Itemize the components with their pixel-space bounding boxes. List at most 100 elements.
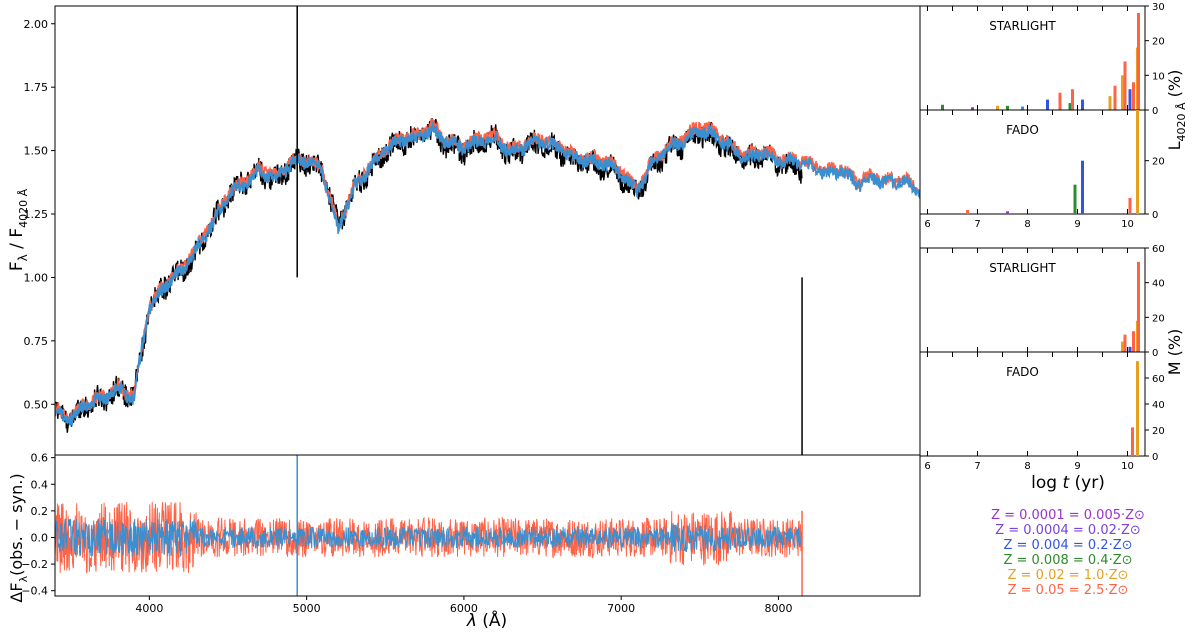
residual-ylabel: ΔFλ(obs. − syn.) [7, 473, 30, 602]
bar-panel-title: FADO [1006, 123, 1039, 137]
spectrum-ytick-label: 1.50 [24, 145, 49, 158]
bar-ytick-label: 20 [1152, 426, 1165, 437]
metallicity-legend: Z = 0.0001 = 0.005·Z⊙ Z = 0.0004 = 0.02·… [991, 508, 1145, 598]
spectrum-series-line [55, 122, 920, 426]
age-bar [1073, 184, 1077, 214]
bar-panel-frame [919, 5, 1146, 111]
age-bar [941, 104, 944, 110]
wavelength-xlabel: λ (Å) [466, 609, 507, 631]
residual-xtick-label: 5000 [293, 602, 321, 615]
spectrum-ylabel-main: F [7, 261, 27, 271]
age-bar [1123, 334, 1127, 352]
age-bar [1081, 160, 1084, 214]
spectrum-ytick-label: 0.75 [24, 335, 49, 348]
bar-panel-title: FADO [1006, 365, 1039, 379]
legend-entry: Z = 0.05 = 2.5·Z⊙ [1008, 583, 1129, 598]
spectrum-series-line [55, 118, 803, 433]
bar-panel-frame [919, 247, 1146, 353]
bar-ytick-label: 20 [1152, 157, 1165, 168]
bar-panel-frame [919, 109, 1146, 215]
residual-ytick-label: 0.6 [31, 452, 49, 465]
bar-ytick-label: 30 [1152, 2, 1165, 13]
age-xtick-label: 6 [924, 461, 930, 472]
legend-entry: Z = 0.004 = 0.2·Z⊙ [1003, 538, 1132, 553]
residual-ytick-label: 0.4 [31, 478, 49, 491]
age-bar [1128, 89, 1132, 110]
residual-ylabel-rest: (obs. − syn.) [7, 473, 26, 575]
spectrum-ylabel-sep: / F [7, 228, 27, 254]
age-bar [1121, 341, 1124, 352]
legend-entry: Z = 0.008 = 0.4·Z⊙ [1003, 553, 1132, 568]
residual-panel: −0.4 −0.2 0.0 0.2 0.4 0.6 4000 5000 6000 7000 8000 [21, 452, 921, 615]
bar-ytick-label: 60 [1152, 374, 1165, 385]
age-bar [1021, 106, 1024, 110]
age-bar [1132, 331, 1135, 352]
age-xlabel-t: t [1062, 473, 1070, 493]
age-xtick-label: 9 [1074, 219, 1080, 230]
mass-fado-panel: FADO 0 20 40 60 6 7 8 9 10 [919, 351, 1165, 472]
spectrum-ytick-label: 1.25 [24, 208, 49, 221]
age-bar [1136, 361, 1139, 456]
age-xlabel-post: (yr) [1069, 473, 1105, 493]
age-xlabel: log t (yr) [1031, 473, 1105, 493]
age-bar [1128, 346, 1132, 352]
spectrum-panel: 0.50 0.75 1.00 1.25 1.50 1.75 2.00 [24, 5, 921, 456]
age-bar [1113, 85, 1117, 110]
residual-ytick-label: −0.2 [21, 558, 48, 571]
light-ylabel: L4020 Å (%) [1165, 70, 1188, 151]
wavelength-xlabel-rest: (Å) [477, 609, 507, 631]
residual-xtick-label: 4000 [135, 602, 163, 615]
legend-entry: Z = 0.0001 = 0.005·Z⊙ [991, 508, 1145, 523]
bar-panel-title: STARLIGHT [989, 261, 1056, 275]
bar-ytick-label: 0 [1152, 452, 1158, 463]
age-xtick-label: 8 [1024, 219, 1030, 230]
bar-ytick-label: 0 [1152, 106, 1158, 117]
bar-ytick-label: 0 [1152, 348, 1158, 359]
light-fado-panel: FADO 0 20 6 7 8 9 10 [919, 109, 1165, 230]
age-bar [1137, 12, 1140, 110]
residual-frame [54, 454, 921, 597]
bar-ytick-label: 20 [1152, 37, 1165, 48]
age-bar [1071, 89, 1074, 110]
legend-entry: Z = 0.0004 = 0.02·Z⊙ [995, 523, 1141, 538]
age-bar [996, 105, 999, 110]
age-xtick-label: 7 [974, 219, 980, 230]
bar-ytick-label: 10 [1152, 71, 1165, 82]
mass-starlight-panel: STARLIGHT 0 20 40 60 [919, 244, 1165, 359]
age-xtick-label: 8 [1024, 461, 1030, 472]
age-xtick-label: 9 [1074, 461, 1080, 472]
age-xtick-label: 6 [924, 219, 930, 230]
residual-ytick-label: 0.0 [31, 531, 49, 544]
light-starlight-panel: STARLIGHT 0 10 20 30 [919, 2, 1165, 117]
residual-xtick-label: 8000 [764, 602, 792, 615]
bar-ytick-label: 0 [1152, 210, 1158, 221]
light-ylabel-main: L [1165, 141, 1184, 150]
bar-panel-title: STARLIGHT [989, 19, 1056, 33]
spectrum-lines [55, 6, 920, 455]
age-bar [1006, 105, 1009, 110]
residual-ylabel-main: ΔF [7, 582, 26, 602]
age-bar [1132, 82, 1135, 110]
age-bar [1123, 61, 1127, 110]
bar-ytick-label: 60 [1152, 244, 1165, 255]
light-ylabel-sub: 4020 Å [1175, 102, 1188, 141]
age-xtick-label: 10 [1121, 219, 1134, 230]
residual-ytick-label: 0.2 [31, 505, 49, 518]
residual-xtick-label: 7000 [607, 602, 635, 615]
spectrum-ytick-label: 1.00 [24, 271, 49, 284]
age-bar [1081, 99, 1084, 110]
age-bar [971, 107, 974, 110]
light-ylabel-rest: (%) [1165, 70, 1184, 103]
spectrum-ytick-label: 1.75 [24, 81, 49, 94]
age-bar [1046, 99, 1049, 110]
legend-entry: Z = 0.02 = 1.0·Z⊙ [1008, 568, 1129, 583]
age-bar [1131, 427, 1134, 456]
bar-panel-frame [919, 351, 1146, 457]
age-xlabel-pre: log [1031, 473, 1062, 493]
spectrum-ytick-label: 2.00 [24, 18, 49, 31]
spectrum-frame [54, 5, 921, 456]
residual-lines [55, 455, 803, 596]
spectrum-ytick-label: 0.50 [24, 398, 49, 411]
wavelength-xlabel-main: λ [466, 611, 477, 631]
